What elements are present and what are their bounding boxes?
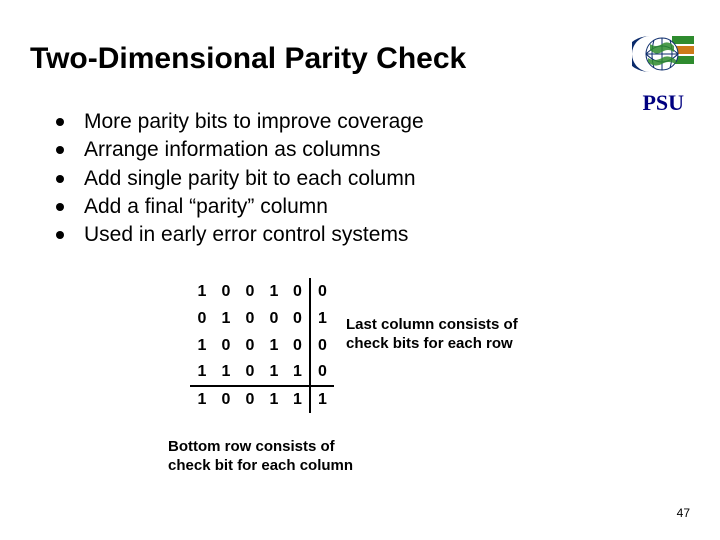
bullet-item: Arrange information as columns [56, 136, 424, 164]
parity-cell: 0 [238, 278, 262, 305]
parity-cell: 0 [238, 305, 262, 332]
parity-cell: 0 [310, 359, 334, 386]
parity-cell: 1 [262, 359, 286, 386]
parity-cell: 0 [310, 332, 334, 359]
parity-cell: 1 [190, 386, 214, 413]
parity-cell: 1 [310, 386, 334, 413]
bullet-item: Add a final “parity” column [56, 193, 424, 221]
page-number: 47 [677, 506, 690, 520]
parity-cell: 1 [190, 278, 214, 305]
bullet-item: Used in early error control systems [56, 221, 424, 249]
slide-title: Two-Dimensional Parity Check [30, 42, 466, 76]
bullet-list: More parity bits to improve coverage Arr… [56, 108, 424, 250]
parity-cell: 0 [238, 359, 262, 386]
bullet-item: More parity bits to improve coverage [56, 108, 424, 136]
parity-cell: 1 [190, 332, 214, 359]
parity-cell: 0 [310, 278, 334, 305]
parity-cell: 1 [214, 359, 238, 386]
bottom-annotation: Bottom row consists of check bit for eac… [168, 438, 378, 476]
parity-cell: 0 [238, 332, 262, 359]
psu-label: PSU [642, 90, 684, 116]
parity-cell: 0 [262, 305, 286, 332]
parity-cell: 0 [214, 332, 238, 359]
parity-cell: 1 [286, 359, 310, 386]
parity-cell: 1 [262, 332, 286, 359]
psu-logo [632, 30, 696, 78]
parity-cell: 1 [310, 305, 334, 332]
parity-cell: 0 [286, 305, 310, 332]
parity-cell: 0 [238, 386, 262, 413]
parity-cell: 1 [190, 359, 214, 386]
parity-cell: 0 [214, 386, 238, 413]
parity-cell: 0 [190, 305, 214, 332]
parity-cell: 1 [286, 386, 310, 413]
parity-cell: 0 [286, 332, 310, 359]
bullet-item: Add single parity bit to each column [56, 165, 424, 193]
parity-cell: 1 [214, 305, 238, 332]
parity-table: 100100010001100100110110100111 [190, 278, 334, 413]
parity-cell: 1 [262, 386, 286, 413]
parity-cell: 0 [286, 278, 310, 305]
parity-cell: 1 [262, 278, 286, 305]
parity-cell: 0 [214, 278, 238, 305]
side-annotation: Last column consists of check bits for e… [346, 316, 536, 354]
